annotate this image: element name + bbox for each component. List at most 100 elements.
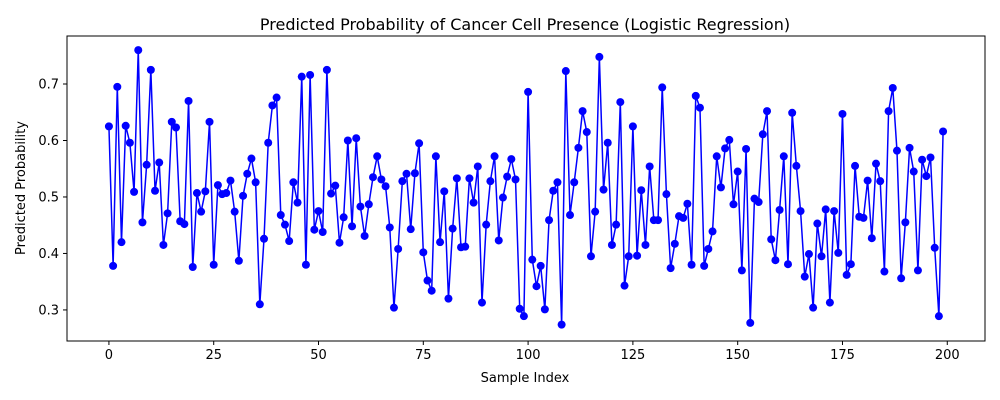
data-point (109, 261, 118, 270)
data-point (687, 260, 696, 269)
y-tick-label: 0.7 (38, 78, 59, 93)
data-point (729, 200, 738, 209)
data-point (888, 83, 897, 92)
data-point (645, 162, 654, 171)
data-point (268, 101, 277, 110)
data-point (666, 264, 675, 273)
data-point (473, 162, 482, 171)
data-point (130, 187, 139, 196)
data-point (918, 155, 927, 164)
data-point (851, 161, 860, 170)
data-point (297, 72, 306, 81)
data-point (348, 222, 357, 231)
data-point (553, 178, 562, 187)
x-tick-label: 25 (205, 348, 222, 363)
data-point (754, 198, 763, 207)
data-point (712, 152, 721, 161)
data-point (524, 87, 533, 96)
data-point (691, 91, 700, 100)
data-point (561, 67, 570, 76)
data-point (603, 138, 612, 147)
data-point (779, 152, 788, 161)
data-point (842, 270, 851, 279)
data-point (213, 181, 222, 190)
data-point (151, 186, 160, 195)
data-point (276, 211, 285, 220)
data-point (498, 193, 507, 202)
data-point (792, 161, 801, 170)
y-tick-label: 0.4 (38, 247, 59, 262)
data-point (452, 174, 461, 183)
data-point (528, 255, 537, 264)
data-point (733, 167, 742, 176)
data-point (234, 256, 243, 265)
data-point (616, 98, 625, 107)
data-point (859, 213, 868, 222)
data-point (494, 236, 503, 245)
data-point (444, 294, 453, 303)
data-point (939, 127, 948, 136)
y-tick-label: 0.3 (38, 303, 59, 318)
data-point (721, 144, 730, 153)
data-point (171, 123, 180, 132)
data-point (700, 261, 709, 270)
data-point (788, 108, 797, 117)
data-point (394, 244, 403, 253)
data-point (243, 169, 252, 178)
data-point (381, 182, 390, 191)
data-point (239, 191, 248, 200)
data-point (758, 130, 767, 139)
data-point (490, 152, 499, 161)
data-point (641, 240, 650, 249)
data-point (922, 172, 931, 181)
data-point (549, 186, 558, 195)
data-point (913, 266, 922, 275)
data-point (184, 96, 193, 105)
data-point (654, 216, 663, 225)
data-point (725, 135, 734, 144)
data-point (477, 298, 486, 307)
data-point (264, 138, 273, 147)
data-point (180, 220, 189, 229)
data-point (934, 312, 943, 321)
series-points (104, 46, 948, 329)
data-point (909, 167, 918, 176)
data-point (167, 117, 176, 126)
data-point (427, 286, 436, 295)
data-point (880, 267, 889, 276)
data-point (209, 260, 218, 269)
data-point (624, 252, 633, 261)
data-point (230, 207, 239, 216)
data-point (591, 207, 600, 216)
data-point (339, 213, 348, 222)
data-point (595, 52, 604, 61)
data-point (331, 181, 340, 190)
data-point (301, 260, 310, 269)
data-point (574, 143, 583, 152)
data-point (637, 186, 646, 195)
data-point (737, 266, 746, 275)
data-point (884, 107, 893, 116)
data-point (511, 175, 520, 184)
data-point (838, 109, 847, 118)
data-point (155, 158, 164, 167)
data-point (809, 303, 818, 312)
data-point (742, 144, 751, 153)
data-point (373, 152, 382, 161)
data-point (226, 176, 235, 185)
data-point (536, 261, 545, 270)
data-point (192, 189, 201, 198)
y-axis-label: Predicted Probability (14, 121, 29, 255)
data-point (163, 209, 172, 218)
data-point (406, 225, 415, 234)
data-point (419, 248, 428, 257)
data-point (113, 82, 122, 91)
data-point (540, 305, 549, 314)
chart-title: Predicted Probability of Cancer Cell Pre… (260, 15, 790, 34)
data-point (892, 146, 901, 155)
data-point (138, 218, 147, 227)
data-point (385, 223, 394, 232)
data-point (197, 207, 206, 216)
data-point (104, 122, 113, 131)
data-point (783, 260, 792, 269)
